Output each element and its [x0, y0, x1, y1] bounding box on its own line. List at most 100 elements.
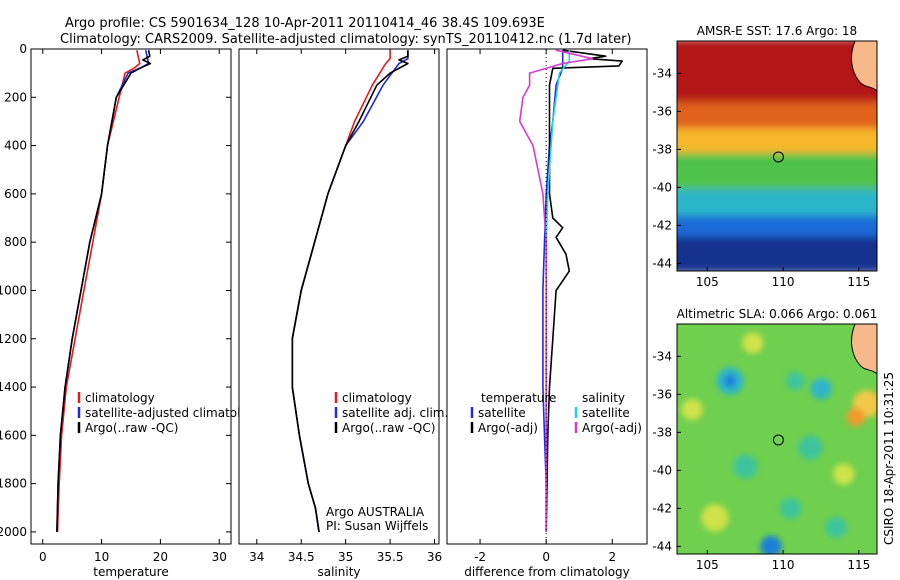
sla_map-anomaly-12 — [825, 516, 847, 538]
difference-right-legend-label: satellite — [582, 406, 630, 420]
sla_map-argo-marker — [772, 434, 784, 446]
salinity-profile-panel: 34 34.5 35 35.5 36 salinity climatologysatelli… — [238, 48, 448, 579]
sst_map-ytick-label: -34 — [652, 66, 672, 80]
sla_map-ytick-label: -42 — [652, 501, 672, 515]
salinity-xtick-label: 34 — [249, 550, 264, 564]
sla_map-ytick-label: -40 — [652, 463, 672, 477]
sst_map-band-3 — [677, 153, 877, 194]
temperature-ytick-label: 1000 — [0, 283, 27, 297]
salinity-xtick-label: 35.5 — [377, 550, 404, 564]
credit-line1: Argo AUSTRALIA — [326, 505, 425, 519]
temperature-ytick-label: 1200 — [0, 332, 27, 346]
sla_map-xtick-label: 110 — [772, 558, 795, 572]
salinity-xtick-label: 36 — [427, 550, 442, 564]
sla_map-anomaly-7 — [733, 454, 758, 479]
sst_map-xtick-label: 110 — [772, 275, 795, 289]
sla_map-frame — [676, 323, 878, 555]
sla_map-anomaly-8 — [798, 435, 823, 460]
sla_map-xtick-label: 115 — [847, 558, 870, 572]
salinity-series-2 — [291, 50, 409, 533]
salinity-xtick-label: 34.5 — [288, 550, 315, 564]
sst_map-xtick-label: 115 — [847, 275, 870, 289]
sst_map-field — [677, 41, 877, 271]
sla_map-coastline — [851, 324, 877, 375]
sst_map-ytick-label: -36 — [652, 104, 672, 118]
sla_map-anomaly-2 — [786, 371, 805, 391]
sst_map-band-5 — [677, 215, 877, 241]
sla_map-ytick-label: -36 — [652, 387, 672, 401]
temperature-ytick-label: 600 — [4, 187, 27, 201]
sla_map-xtick-label: 105 — [696, 558, 719, 572]
salinity-xlabel: salinity — [317, 565, 360, 579]
sla_map-anomaly-6 — [681, 398, 703, 421]
temperature-series-2 — [56, 50, 152, 532]
sst_map-coastline — [851, 41, 877, 92]
sla_map-ytick-label: -44 — [652, 539, 672, 553]
sla_map-anomaly-5 — [846, 408, 865, 427]
sla_map-ytick-label: -34 — [652, 349, 672, 363]
difference-series-3 — [518, 49, 594, 532]
header-line2: Climatology: CARS2009. Satellite-adjuste… — [60, 32, 632, 47]
header-line1: Argo profile: CS 5901634_128 10-Apr-2011… — [65, 16, 545, 31]
sla_map-anomaly-14 — [742, 332, 764, 354]
difference-series-1 — [545, 49, 624, 532]
temperature-ytick-label: 2000 — [0, 525, 27, 539]
difference-right-legend-label: Argo(-adj) — [582, 421, 642, 435]
temperature-legend-label: satellite-adjusted climatology — [85, 406, 263, 420]
sst_map-band-6 — [677, 236, 877, 271]
sla_map-anomaly-11 — [780, 497, 802, 519]
difference-xtick-label: 0 — [542, 550, 550, 564]
sla_map-title: Altimetric SLA: 0.066 Argo: 0.061 — [677, 307, 878, 321]
salinity-xtick-label: 35 — [338, 550, 353, 564]
salinity-plot-frame — [238, 48, 440, 545]
sla_map-ytick-label: -38 — [652, 425, 672, 439]
temperature-xtick-label: 10 — [94, 550, 109, 564]
sst_map-xtick-label: 105 — [696, 275, 719, 289]
sst_map-argo-marker — [772, 151, 784, 163]
sst_map-ytick-label: -40 — [652, 180, 672, 194]
sst_map-title: AMSR-E SST: 17.6 Argo: 18 — [697, 24, 857, 38]
sla_map-anomaly-9 — [833, 463, 855, 485]
sst_map-ytick-label: -38 — [652, 142, 672, 156]
credit-line2: PI: Susan Wijffels — [326, 519, 428, 533]
sst-map-panel: 105 110 115 -34 -36 -38 -40 -42 -44 AMSR-E SST: 1… — [652, 24, 878, 289]
difference-legend-header-left: temperature — [481, 391, 556, 405]
sst_map-frame — [676, 40, 878, 272]
sst_map-ytick-label: -42 — [652, 218, 672, 232]
sst_map-ytick-label: -44 — [652, 256, 672, 270]
difference-xtick-label: -2 — [474, 550, 486, 564]
difference-xlabel: difference from climatology — [464, 565, 630, 579]
temperature-ytick-label: 800 — [4, 235, 27, 249]
temperature-ytick-label: 1400 — [0, 380, 27, 394]
csiro-timestamp: CSIRO 18-Apr-2011 10:31:25 — [882, 372, 896, 545]
temperature-xtick-label: 30 — [212, 550, 227, 564]
temperature-xlabel: temperature — [93, 565, 168, 579]
temperature-legend-label: Argo(..raw -QC) — [85, 421, 178, 435]
sst_map-band-1 — [677, 101, 877, 133]
sla_map-field — [677, 324, 877, 554]
sla_map-anomalies — [681, 332, 877, 554]
sst_map-band-0 — [677, 41, 877, 106]
temperature-ytick-label: 400 — [4, 139, 27, 153]
difference-xtick-label: 2 — [608, 550, 616, 564]
sla_map-anomaly-3 — [810, 378, 832, 400]
sst_map-bands — [677, 41, 877, 271]
temperature-plot-frame — [30, 48, 232, 545]
salinity-legend-label: climatology — [342, 391, 412, 405]
difference-legend-header-right: salinity — [582, 391, 625, 405]
salinity-legend-label: satellite adj. clim. — [342, 406, 448, 420]
temperature-ytick-label: 0 — [19, 42, 27, 56]
difference-left-legend-label: satellite — [478, 406, 526, 420]
sla-map-panel: 105 110 115 -34 -36 -38 -40 -42 -44 Altimetric SL… — [652, 307, 878, 572]
temperature-legend-label: climatology — [85, 391, 155, 405]
temperature-ytick-label: 1600 — [0, 428, 27, 442]
temperature-xtick-label: 0 — [39, 550, 47, 564]
temperature-xtick-label: 20 — [153, 550, 168, 564]
sla_map-anomaly-1 — [723, 374, 737, 388]
temperature-profile-panel: 0 10 20 30 0 200 400 600 800 1000 1200 1400 1600 1800… — [0, 42, 263, 579]
sla_map-anomaly-13 — [760, 535, 782, 554]
sst_map-band-4 — [677, 189, 877, 220]
difference-left-legend-label: Argo(-adj) — [478, 421, 538, 435]
